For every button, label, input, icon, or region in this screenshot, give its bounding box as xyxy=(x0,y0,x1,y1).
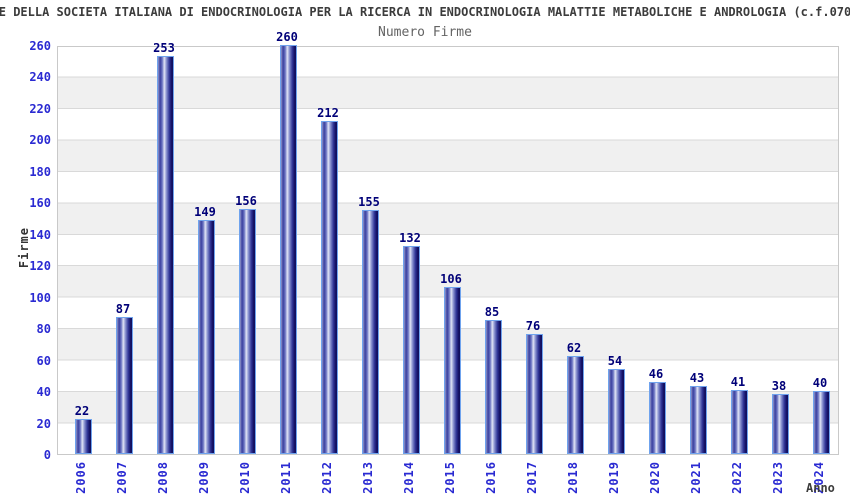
bar-value-label: 132 xyxy=(399,231,421,246)
bar xyxy=(566,356,584,454)
bar xyxy=(648,381,666,454)
y-tick-label: 260 xyxy=(29,39,51,53)
bar-value-label: 62 xyxy=(566,341,582,356)
y-tick-label: 180 xyxy=(29,164,51,179)
bar-value-label: 253 xyxy=(153,41,175,55)
x-tick-label: 2019 xyxy=(607,461,621,494)
bar-value-label: 41 xyxy=(730,374,746,389)
bar-value-label: 76 xyxy=(525,319,541,334)
bar-value-label: 106 xyxy=(440,272,462,287)
bar xyxy=(320,120,338,454)
bar-value-label: 149 xyxy=(194,204,216,219)
x-tick-label: 2010 xyxy=(238,461,252,494)
x-tick-label: 2022 xyxy=(730,461,744,494)
x-axis-title: Anno xyxy=(806,481,835,495)
plot-area xyxy=(57,45,839,455)
bar-value-label: 85 xyxy=(484,305,500,320)
bar xyxy=(197,219,215,454)
bar-value-label: 156 xyxy=(235,193,257,208)
bar xyxy=(238,208,256,454)
x-tick-label: 2007 xyxy=(115,461,129,494)
y-tick-label: 240 xyxy=(29,70,51,85)
y-tick-label: 0 xyxy=(43,448,51,462)
bar-value-label: 54 xyxy=(607,354,623,369)
bar xyxy=(812,391,830,454)
bar xyxy=(484,320,502,454)
y-tick-label: 200 xyxy=(29,133,51,148)
bar xyxy=(771,394,789,454)
x-tick-label: 2014 xyxy=(402,461,416,494)
y-tick-label: 160 xyxy=(29,196,51,211)
x-tick-label: 2020 xyxy=(648,461,662,494)
x-tick-label: 2011 xyxy=(279,461,293,494)
bar xyxy=(525,334,543,454)
bar-value-label: 40 xyxy=(812,376,828,391)
bar xyxy=(607,369,625,454)
bar xyxy=(402,246,420,454)
bar-value-label: 22 xyxy=(74,404,90,419)
y-tick-label: 120 xyxy=(29,259,51,274)
bar xyxy=(361,210,379,454)
y-tick-label: 100 xyxy=(29,290,51,305)
x-tick-label: 2016 xyxy=(484,461,498,494)
bar xyxy=(689,386,707,454)
bar-value-label: 38 xyxy=(771,379,787,394)
y-tick-label: 60 xyxy=(36,353,51,368)
chart-subtitle: Numero Firme xyxy=(378,25,472,40)
x-tick-label: 2017 xyxy=(525,461,539,494)
bar-value-label: 155 xyxy=(358,195,380,210)
x-tick-label: 2012 xyxy=(320,461,334,494)
bar-value-label: 43 xyxy=(689,371,705,386)
bar-value-label: 46 xyxy=(648,366,664,381)
bar xyxy=(443,287,461,454)
y-tick-label: 220 xyxy=(29,101,51,116)
bar xyxy=(730,389,748,454)
chart-title: ONE DELLA SOCIETA ITALIANA DI ENDOCRINOL… xyxy=(0,5,850,19)
x-tick-label: 2023 xyxy=(771,461,785,494)
y-tick-label: 140 xyxy=(29,227,51,242)
bar xyxy=(156,56,174,454)
x-tick-label: 2018 xyxy=(566,461,580,494)
bar-value-label: 212 xyxy=(317,105,339,120)
x-tick-label: 2009 xyxy=(197,461,211,494)
y-tick-label: 20 xyxy=(36,416,51,431)
bar xyxy=(74,419,92,454)
x-tick-label: 2015 xyxy=(443,461,457,494)
y-tick-label: 80 xyxy=(36,322,51,337)
bar xyxy=(279,45,297,454)
x-tick-label: 2013 xyxy=(361,461,375,494)
x-tick-label: 2008 xyxy=(156,461,170,494)
bar-value-label: 87 xyxy=(115,302,131,317)
x-tick-label: 2006 xyxy=(74,461,88,494)
bar-value-label: 260 xyxy=(276,30,298,44)
bar xyxy=(115,317,133,454)
y-tick-label: 40 xyxy=(36,385,51,400)
x-tick-label: 2021 xyxy=(689,461,703,494)
